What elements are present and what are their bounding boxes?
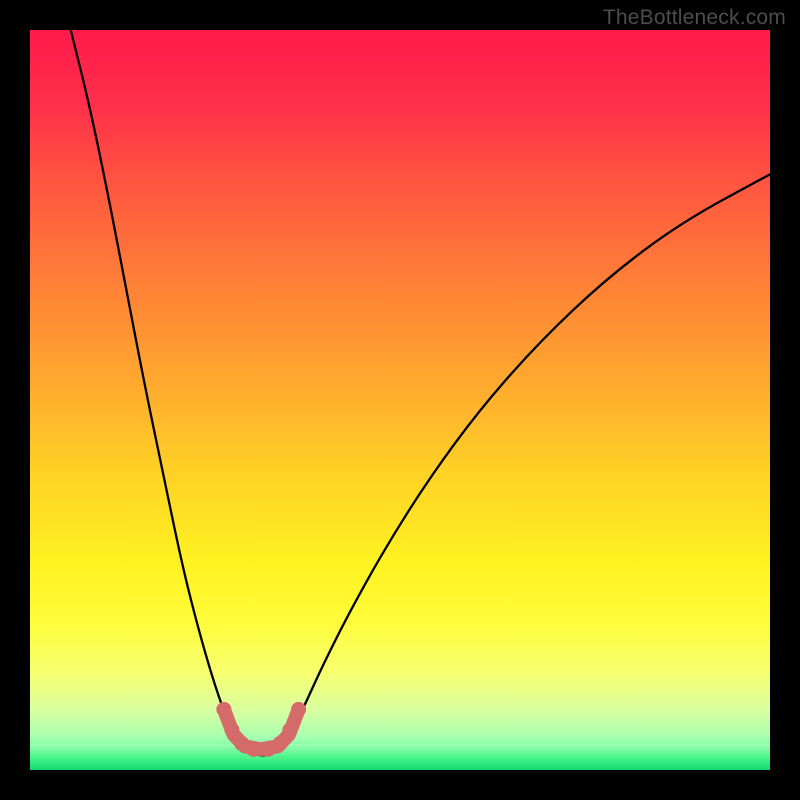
- watermark-text: TheBottleneck.com: [603, 6, 786, 30]
- valley-dot: [273, 736, 288, 751]
- valley-dot: [291, 702, 306, 717]
- plot-svg: [30, 30, 770, 770]
- valley-dot: [246, 742, 261, 757]
- valley-dot: [225, 723, 240, 738]
- chart-frame: TheBottleneck.com: [0, 0, 800, 800]
- gradient-background: [30, 30, 770, 770]
- valley-dot: [216, 702, 231, 717]
- green-baseline-band: [30, 744, 770, 770]
- valley-dot: [282, 723, 297, 738]
- plot-area: [30, 30, 770, 770]
